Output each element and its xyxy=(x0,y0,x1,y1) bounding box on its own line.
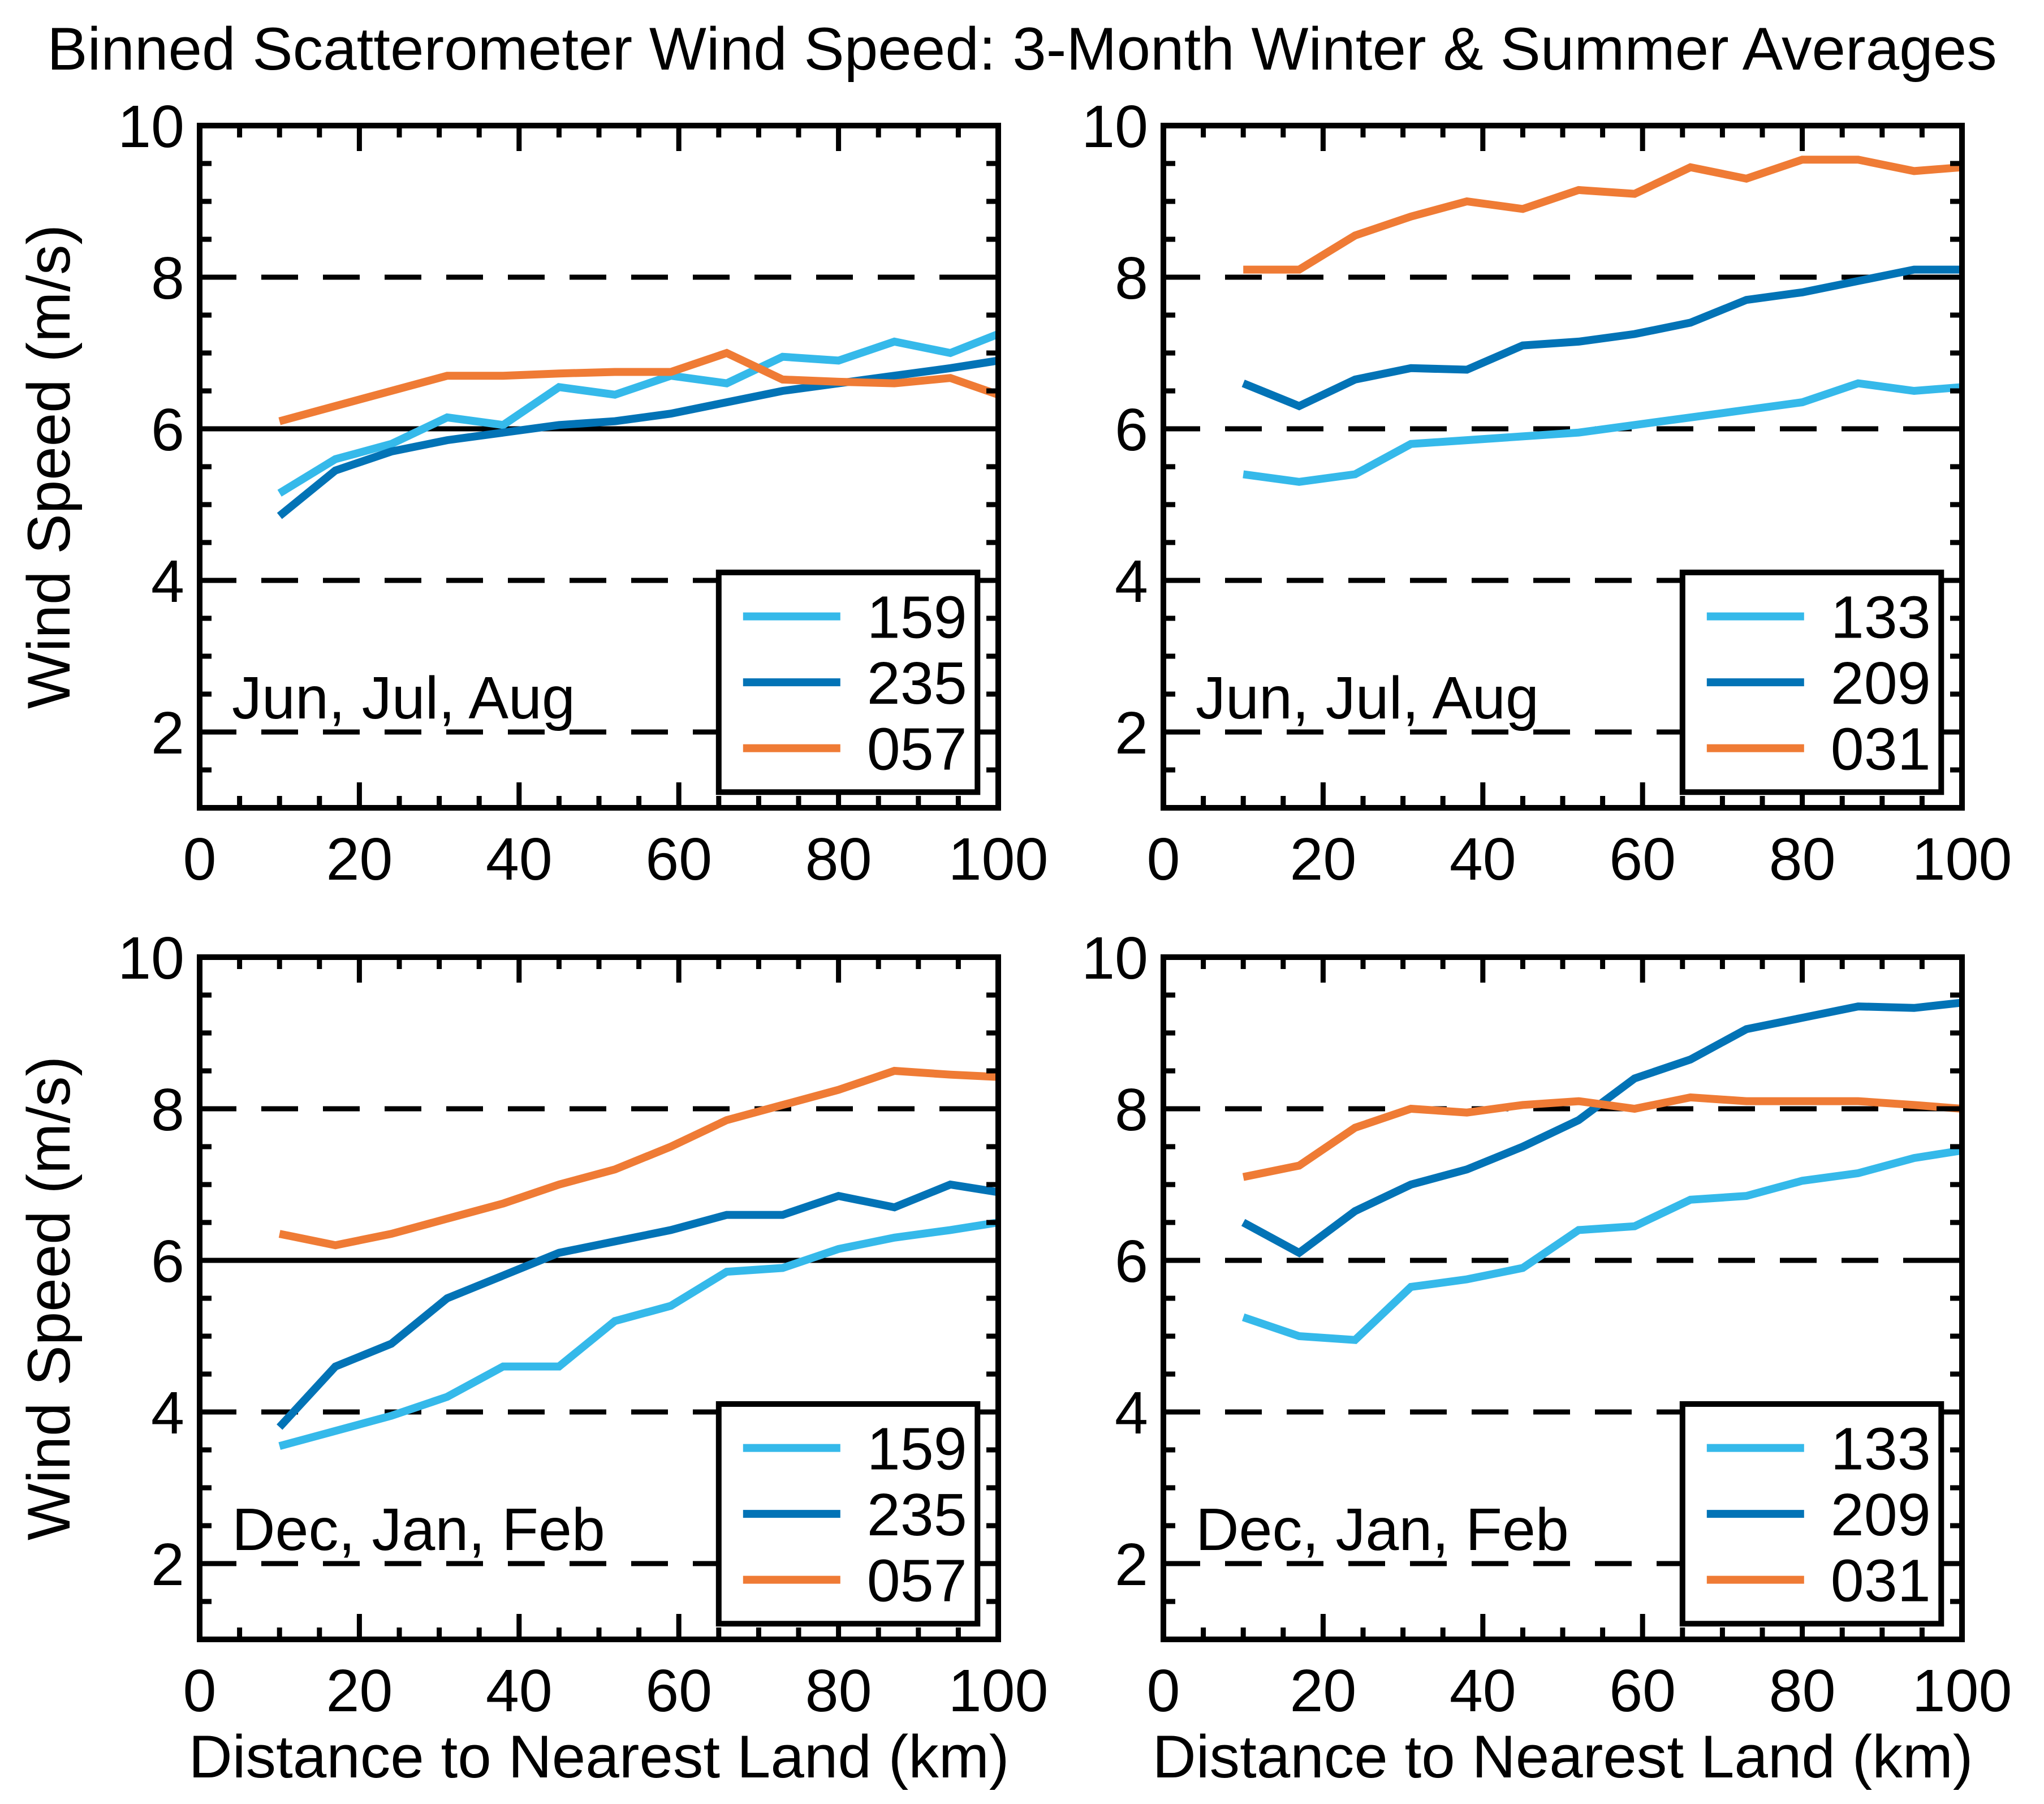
y-tick-label: 8 xyxy=(1115,1077,1148,1143)
y-tick-label: 8 xyxy=(151,1077,184,1143)
series-235-line xyxy=(277,1180,999,1430)
x-tick-label: 60 xyxy=(1609,1657,1676,1724)
legend-label-031: 031 xyxy=(1831,1548,1931,1614)
series-133-line xyxy=(1241,1146,1963,1344)
legend-label-159: 159 xyxy=(867,1416,967,1483)
plot-frame xyxy=(197,123,1001,811)
y-tick-label: 6 xyxy=(151,397,184,463)
legend-label-235: 235 xyxy=(867,650,967,717)
x-tick-label: 20 xyxy=(326,1657,393,1724)
x-tick-label: 20 xyxy=(326,826,393,893)
plot-frame xyxy=(1161,954,1965,1642)
x-tick-label: 100 xyxy=(1912,1657,2012,1724)
x-axis-label-left-column: Distance to Nearest Land (km) xyxy=(188,1723,1010,1790)
legend-label-031: 031 xyxy=(1831,716,1931,783)
x-tick-label: 40 xyxy=(486,826,553,893)
x-tick-label: 40 xyxy=(486,1657,553,1724)
x-tick-label: 60 xyxy=(1609,826,1676,893)
legend-label-133: 133 xyxy=(1831,1416,1931,1483)
y-tick-label: 10 xyxy=(118,93,184,160)
y-tick-label: 8 xyxy=(1115,245,1148,312)
legend-label-133: 133 xyxy=(1831,584,1931,651)
series-235-line xyxy=(277,356,999,519)
y-tick-label: 2 xyxy=(151,1531,184,1598)
season-label: Dec, Jan, Feb xyxy=(1196,1496,1569,1563)
y-tick-label: 8 xyxy=(151,245,184,312)
y-tick-label: 4 xyxy=(1115,1380,1148,1446)
y-tick-label: 4 xyxy=(151,548,184,615)
y-tick-label: 10 xyxy=(1081,925,1148,992)
x-tick-label: 0 xyxy=(183,826,217,893)
legend-label-159: 159 xyxy=(867,584,967,651)
series-209-line xyxy=(1241,998,1963,1258)
x-tick-label: 80 xyxy=(1769,1657,1836,1724)
x-tick-label: 80 xyxy=(805,826,872,893)
x-axis-label-right-column: Distance to Nearest Land (km) xyxy=(1152,1723,1973,1790)
series-057-line xyxy=(278,1066,999,1250)
x-tick-label: 60 xyxy=(645,1657,712,1724)
x-tick-label: 100 xyxy=(1912,826,2012,893)
y-tick-label: 6 xyxy=(151,1228,184,1295)
season-label: Dec, Jan, Feb xyxy=(232,1496,605,1563)
x-tick-label: 0 xyxy=(183,1657,217,1724)
series-209-line xyxy=(1241,265,1962,411)
y-tick-label: 2 xyxy=(151,700,184,767)
y-tick-label: 6 xyxy=(1115,1228,1148,1295)
legend-label-057: 057 xyxy=(867,716,967,783)
series-159-line xyxy=(278,1219,999,1450)
plot-frame xyxy=(1161,123,1965,811)
y-tick-label: 2 xyxy=(1115,700,1148,767)
legend-label-209: 209 xyxy=(1831,1482,1931,1548)
legend-label-057: 057 xyxy=(867,1548,967,1614)
x-tick-label: 20 xyxy=(1290,826,1356,893)
y-tick-label: 2 xyxy=(1115,1531,1148,1598)
y-tick-label: 4 xyxy=(1115,548,1148,615)
chart-title: Binned Scatterometer Wind Speed: 3-Month… xyxy=(47,15,1997,83)
series-133-line xyxy=(1243,379,1963,486)
y-tick-label: 4 xyxy=(151,1380,184,1446)
x-tick-label: 60 xyxy=(645,826,712,893)
x-tick-label: 80 xyxy=(1769,826,1836,893)
legend-label-235: 235 xyxy=(867,1482,967,1548)
series-159-line xyxy=(277,330,1000,497)
series-031-line xyxy=(1243,156,1963,274)
series-057-line xyxy=(278,348,1000,425)
y-tick-label: 10 xyxy=(118,925,184,992)
x-tick-label: 80 xyxy=(805,1657,872,1724)
plot-frame xyxy=(197,954,1001,1642)
series-031-line xyxy=(1242,1093,1963,1181)
season-label: Jun, Jul, Aug xyxy=(1196,665,1539,731)
legend-label-209: 209 xyxy=(1831,650,1931,717)
x-tick-label: 0 xyxy=(1147,1657,1180,1724)
legend-box xyxy=(715,1401,981,1627)
x-tick-label: 100 xyxy=(948,826,1049,893)
season-label: Jun, Jul, Aug xyxy=(232,665,575,731)
y-tick-label: 6 xyxy=(1115,397,1148,463)
x-tick-label: 20 xyxy=(1290,1657,1356,1724)
x-tick-label: 40 xyxy=(1450,1657,1516,1724)
x-tick-label: 0 xyxy=(1147,826,1180,893)
y-tick-label: 10 xyxy=(1081,93,1148,160)
x-tick-label: 100 xyxy=(948,1657,1049,1724)
x-tick-label: 40 xyxy=(1450,826,1516,893)
